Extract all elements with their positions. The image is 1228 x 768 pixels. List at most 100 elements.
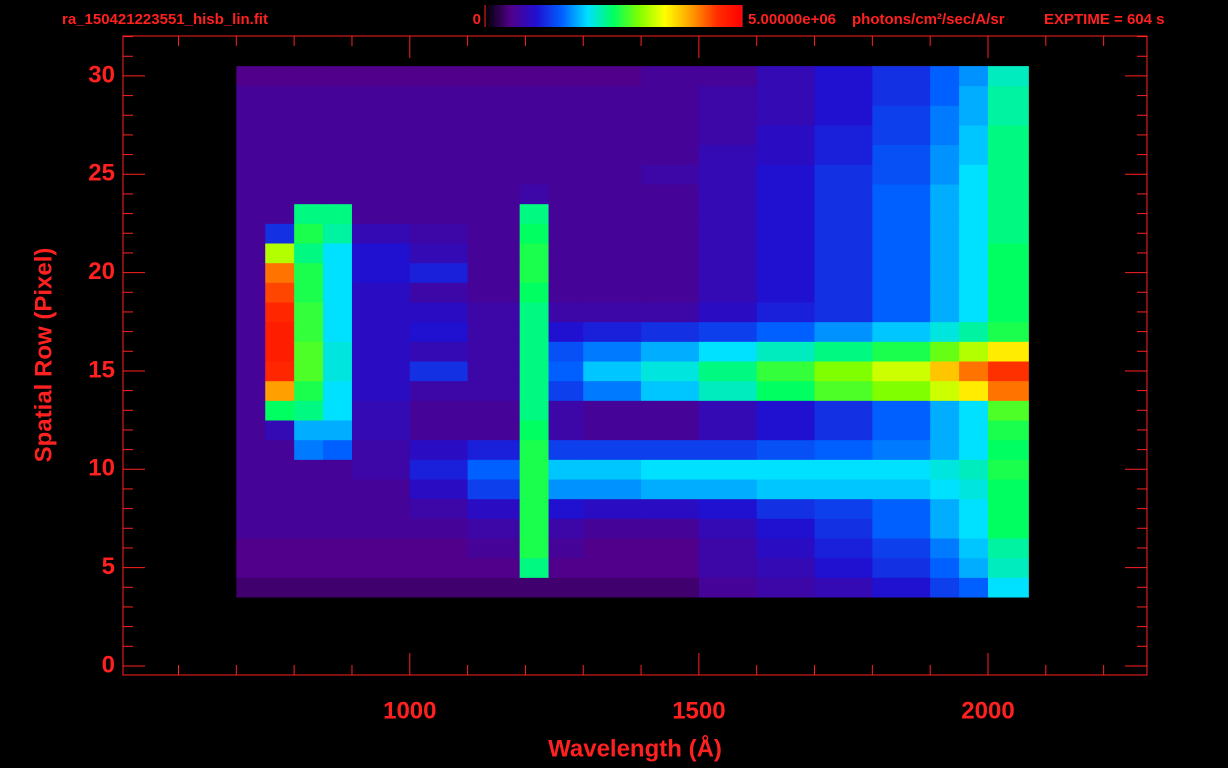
- heatmap-cell: [467, 380, 521, 401]
- heatmap-cell: [409, 282, 469, 303]
- heatmap-cell: [265, 321, 295, 342]
- heatmap-cell: [548, 243, 584, 264]
- heatmap-cell: [872, 498, 931, 519]
- heatmap-cell: [756, 203, 815, 224]
- heatmap-cell: [698, 184, 758, 205]
- heatmap-cell: [930, 282, 960, 303]
- heatmap-cell: [323, 439, 353, 460]
- heatmap-cell: [467, 459, 521, 480]
- heatmap-cell: [351, 380, 411, 401]
- heatmap-cell: [265, 400, 295, 421]
- heatmap-cell: [294, 66, 324, 87]
- chart-title: ra_150421223551_hisb_lin.fit: [62, 11, 268, 28]
- heatmap-cell: [698, 420, 758, 441]
- heatmap-cell: [351, 400, 411, 421]
- heatmap-cell: [959, 203, 989, 224]
- heatmap-cell: [583, 380, 642, 401]
- heatmap-cell: [987, 577, 1029, 598]
- heatmap-cell: [698, 361, 758, 382]
- heatmap-cell: [467, 164, 521, 185]
- heatmap-cell: [351, 85, 411, 106]
- heatmap-cell: [323, 538, 353, 559]
- heatmap-cell: [930, 85, 960, 106]
- heatmap-cell: [236, 164, 266, 185]
- heatmap-cell: [959, 400, 989, 421]
- heatmap-cell: [814, 361, 873, 382]
- heatmap-cell: [548, 459, 584, 480]
- heatmap-cell: [519, 105, 549, 126]
- heatmap-cell: [467, 361, 521, 382]
- heatmap-cell: [351, 243, 411, 264]
- heatmap-cell: [872, 184, 931, 205]
- heatmap-cell: [236, 538, 266, 559]
- heatmap-cell: [265, 439, 295, 460]
- heatmap-cell: [698, 400, 758, 421]
- heatmap-cell: [409, 380, 469, 401]
- heatmap-cell: [467, 538, 521, 559]
- heatmap-cell: [294, 361, 324, 382]
- heatmap-cell: [351, 498, 411, 519]
- heatmap-cell: [987, 184, 1029, 205]
- heatmap-cell: [756, 262, 815, 283]
- y-tick-label: 30: [88, 61, 115, 88]
- y-tick-label: 25: [88, 160, 115, 187]
- heatmap-cell: [814, 302, 873, 323]
- heatmap-cell: [756, 282, 815, 303]
- heatmap-cell: [959, 538, 989, 559]
- y-tick-label: 5: [102, 553, 115, 580]
- heatmap-cell: [409, 420, 469, 441]
- heatmap-cell: [236, 262, 266, 283]
- heatmap-cell: [641, 380, 700, 401]
- heatmap-cell: [814, 282, 873, 303]
- heatmap-cell: [641, 321, 700, 342]
- heatmap-cell: [698, 498, 758, 519]
- heatmap-cell: [814, 321, 873, 342]
- heatmap-cell: [409, 262, 469, 283]
- heatmap-cell: [323, 577, 353, 598]
- heatmap-cell: [959, 282, 989, 303]
- heatmap-cell: [872, 577, 931, 598]
- heatmap-cell: [409, 203, 469, 224]
- heatmap-cell: [548, 164, 584, 185]
- heatmap-cell: [814, 66, 873, 87]
- heatmap-cell: [987, 262, 1029, 283]
- heatmap-cell: [583, 420, 642, 441]
- heatmap-cell: [409, 144, 469, 165]
- heatmap-cell: [294, 459, 324, 480]
- heatmap-cell: [294, 498, 324, 519]
- heatmap-cell: [294, 302, 324, 323]
- heatmap-cell: [814, 105, 873, 126]
- heatmap-cell: [265, 420, 295, 441]
- heatmap-cell: [351, 557, 411, 578]
- heatmap-cell: [548, 341, 584, 362]
- heatmap-cell: [236, 459, 266, 480]
- heatmap-cell: [265, 262, 295, 283]
- heatmap-cell: [583, 223, 642, 244]
- colorbar-label: photons/cm²/sec/A/sr: [852, 11, 1005, 28]
- x-tick-label: 2000: [961, 697, 1014, 724]
- heatmap-cell: [323, 203, 353, 224]
- heatmap-cell: [814, 459, 873, 480]
- heatmap-cell: [548, 420, 584, 441]
- heatmap-cell: [756, 557, 815, 578]
- heatmap-cell: [698, 557, 758, 578]
- heatmap-cell: [351, 479, 411, 500]
- heatmap-cell: [548, 184, 584, 205]
- heatmap-cell: [548, 577, 584, 598]
- heatmap-cell: [294, 85, 324, 106]
- heatmap-cell: [641, 223, 700, 244]
- heatmap-cell: [756, 341, 815, 362]
- heatmap-cell: [294, 203, 324, 224]
- heatmap-cell: [236, 361, 266, 382]
- heatmap-cell: [294, 144, 324, 165]
- heatmap-cell: [519, 538, 549, 559]
- heatmap-cell: [236, 321, 266, 342]
- heatmap-cell: [987, 479, 1029, 500]
- heatmap-cell: [756, 302, 815, 323]
- heatmap-cell: [294, 577, 324, 598]
- heatmap-cell: [959, 262, 989, 283]
- heatmap-cell: [323, 262, 353, 283]
- heatmap-cell: [959, 243, 989, 264]
- heatmap-cell: [930, 243, 960, 264]
- heatmap-cell: [756, 164, 815, 185]
